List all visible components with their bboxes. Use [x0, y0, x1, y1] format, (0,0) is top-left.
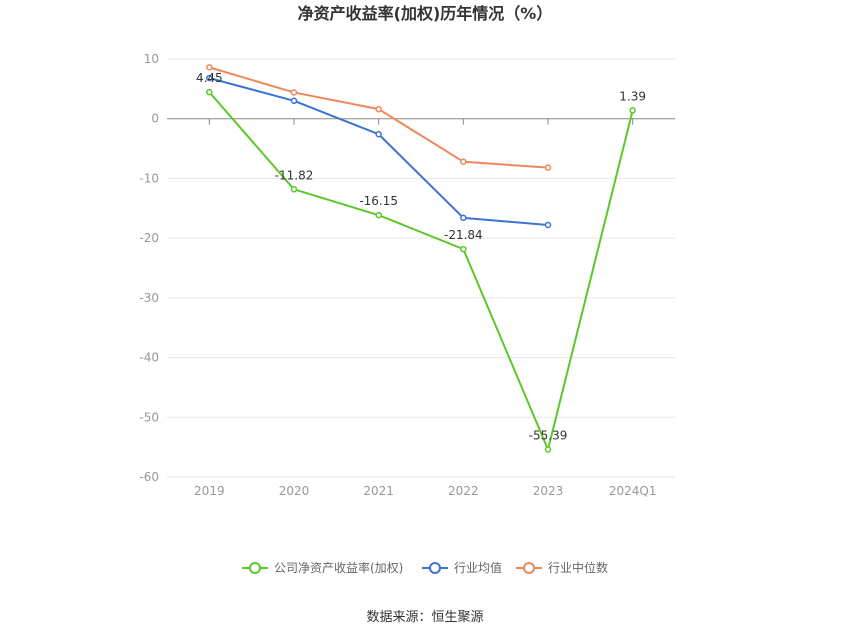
data-point[interactable] [460, 214, 467, 222]
x-tick-label: 2022 [448, 484, 479, 498]
series-group [206, 64, 636, 453]
data-point[interactable] [375, 130, 382, 138]
source-note: 数据来源：恒生聚源 [366, 610, 483, 625]
legend-item-1[interactable]: 行业均值 [422, 560, 502, 575]
y-tick-label: -10 [139, 171, 159, 185]
x-tick-label: 2023 [533, 484, 564, 498]
data-point[interactable] [460, 158, 467, 165]
grid-lines [167, 58, 675, 478]
data-point[interactable] [460, 245, 467, 253]
data-point[interactable] [206, 74, 213, 82]
data-label: -16.15 [359, 194, 398, 208]
legend[interactable]: 公司净资产收益率(加权) 行业均值 行业中位数 [242, 560, 608, 575]
data-point[interactable] [629, 107, 636, 114]
y-tick-label: -20 [139, 231, 159, 245]
data-label: 1.39 [619, 89, 646, 103]
x-axis: 2019 2020 2021 2022 2023 2024Q1 [167, 118, 675, 498]
x-tick-label: 2021 [363, 484, 394, 498]
data-point[interactable] [544, 221, 552, 229]
y-axis: 10 0 -10 -20 -30 -40 -50 -60 [139, 52, 159, 484]
data-label: -21.84 [444, 228, 483, 242]
data-point[interactable] [290, 186, 298, 193]
data-label: 4.45 [196, 71, 223, 85]
chart-title: 净资产收益率(加权)历年情况（%） [298, 4, 553, 23]
y-tick-label: -30 [139, 291, 159, 305]
data-point[interactable] [544, 164, 552, 171]
data-point[interactable] [290, 97, 298, 105]
data-point[interactable] [290, 89, 298, 96]
legend-marker-icon [523, 562, 535, 574]
legend-label: 公司净资产收益率(加权) [274, 560, 403, 575]
legend-label: 行业均值 [454, 560, 502, 575]
y-tick-label: 0 [151, 112, 159, 126]
x-tick-label: 2020 [279, 484, 310, 498]
data-point[interactable] [206, 64, 213, 71]
data-point[interactable] [375, 211, 382, 219]
legend-marker-icon [249, 562, 261, 574]
y-tick-label: -50 [139, 410, 159, 424]
legend-item-2[interactable]: 行业中位数 [516, 560, 608, 575]
data-label: -11.82 [275, 168, 314, 182]
legend-item-0[interactable]: 公司净资产收益率(加权) [242, 560, 403, 575]
data-labels: 4.45 -11.82 -16.15 -21.84 -55.39 1.39 [196, 71, 646, 442]
legend-marker-icon [429, 562, 441, 574]
data-point[interactable] [544, 446, 552, 453]
series-line-2 [209, 66, 549, 169]
x-tick-label: 2019 [194, 484, 225, 498]
y-tick-label: -40 [139, 351, 159, 365]
x-tick-label: 2024Q1 [609, 484, 657, 498]
y-tick-label: -60 [139, 470, 159, 484]
series-line-0 [208, 91, 634, 451]
data-label: -55.39 [529, 428, 568, 442]
legend-label: 行业中位数 [548, 560, 608, 575]
y-tick-label: 10 [144, 52, 159, 66]
data-point[interactable] [206, 88, 213, 96]
data-point[interactable] [375, 105, 382, 113]
